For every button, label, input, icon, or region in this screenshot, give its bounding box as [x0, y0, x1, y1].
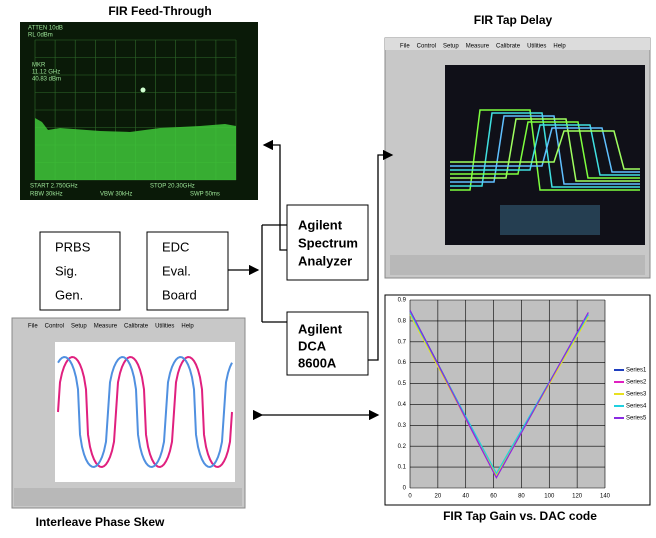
x-tick-label: 140: [600, 494, 611, 500]
box: EDC Eval. Board: [147, 232, 228, 310]
menu-item: Setup: [443, 44, 459, 50]
box-label: Agilent: [298, 321, 343, 336]
y-tick-label: 0.9: [398, 298, 407, 304]
box-label: PRBS: [55, 239, 91, 254]
y-tick-label: 0.6: [398, 360, 407, 366]
readout: STOP 20.30GHz: [150, 184, 195, 190]
box-label: 8600A: [298, 355, 337, 370]
box-label: Board: [162, 287, 197, 302]
caption: FIR Feed-Through: [108, 4, 211, 18]
menu-item: Calibrate: [124, 324, 149, 330]
tap-delay-screen: File Control Setup Measure Calibrate Utilitie…: [385, 38, 650, 278]
box: Agilent Spectrum Analyzer: [287, 205, 368, 280]
readout: 11.12 GHz: [32, 70, 60, 76]
menu-item: Utilities: [155, 324, 174, 330]
spectrum-screen: ATTEN 10dB RL 0dBm MKR 11.12 GHz 40.83 d…: [20, 22, 258, 200]
x-tick-label: 60: [490, 494, 497, 500]
caption: Interleave Phase Skew: [36, 515, 165, 529]
readout: START 2.750GHz: [30, 184, 78, 190]
menu-item: Measure: [466, 44, 490, 50]
box-label: Analyzer: [298, 253, 352, 268]
x-tick-label: 100: [544, 494, 555, 500]
menu-item: Setup: [71, 324, 87, 330]
x-tick-label: 20: [435, 494, 442, 500]
readout: 40.83 dBm: [32, 77, 61, 83]
y-tick-label: 0.5: [398, 381, 407, 387]
y-tick-label: 0.2: [398, 444, 407, 450]
menu-item: File: [28, 324, 38, 330]
box-label: Eval.: [162, 263, 191, 278]
box-label: DCA: [298, 338, 327, 353]
menu-item: Calibrate: [496, 44, 521, 50]
diagram: FIR Feed-Through FIR Tap Delay Interleav…: [0, 0, 656, 533]
caption: FIR Tap Delay: [474, 13, 553, 27]
menu-item: Control: [45, 324, 64, 330]
caption: FIR Tap Gain vs. DAC code: [443, 509, 597, 523]
box-label: Gen.: [55, 287, 83, 302]
readout: VBW 30kHz: [100, 192, 132, 198]
legend-label: Series3: [626, 392, 647, 398]
menu-item: Utilities: [527, 44, 546, 50]
readout: RBW 30kHz: [30, 192, 63, 198]
menu-item: Help: [553, 44, 566, 50]
box-label: Agilent: [298, 217, 343, 232]
box: PRBS Sig. Gen.: [40, 232, 120, 310]
box-label: EDC: [162, 239, 189, 254]
readout: SWP 50ms: [190, 192, 220, 198]
box-label: Spectrum: [298, 235, 358, 250]
y-tick-label: 0.8: [398, 318, 407, 324]
phase-skew-screen: File Control Setup Measure Calibrate Utilitie…: [12, 318, 245, 508]
box: Agilent DCA 8600A: [287, 312, 368, 375]
menu-item: Control: [417, 44, 436, 50]
x-tick-label: 40: [462, 494, 469, 500]
legend-label: Series4: [626, 404, 647, 410]
y-tick-label: 0.7: [398, 339, 407, 345]
menu-item: Measure: [94, 324, 118, 330]
y-tick-label: 0.1: [398, 465, 407, 471]
readout: RL 0dBm: [28, 33, 53, 39]
y-tick-label: 0.3: [398, 423, 407, 429]
readout: MKR: [32, 63, 46, 69]
menu-item: File: [400, 44, 410, 50]
x-tick-label: 80: [518, 494, 525, 500]
legend-label: Series5: [626, 416, 647, 422]
legend-label: Series1: [626, 368, 647, 374]
x-tick-label: 120: [572, 494, 583, 500]
y-tick-label: 0.4: [398, 402, 407, 408]
menu-item: Help: [181, 324, 194, 330]
readout: ATTEN 10dB: [28, 26, 63, 32]
legend-label: Series2: [626, 380, 647, 386]
box-label: Sig.: [55, 263, 77, 278]
